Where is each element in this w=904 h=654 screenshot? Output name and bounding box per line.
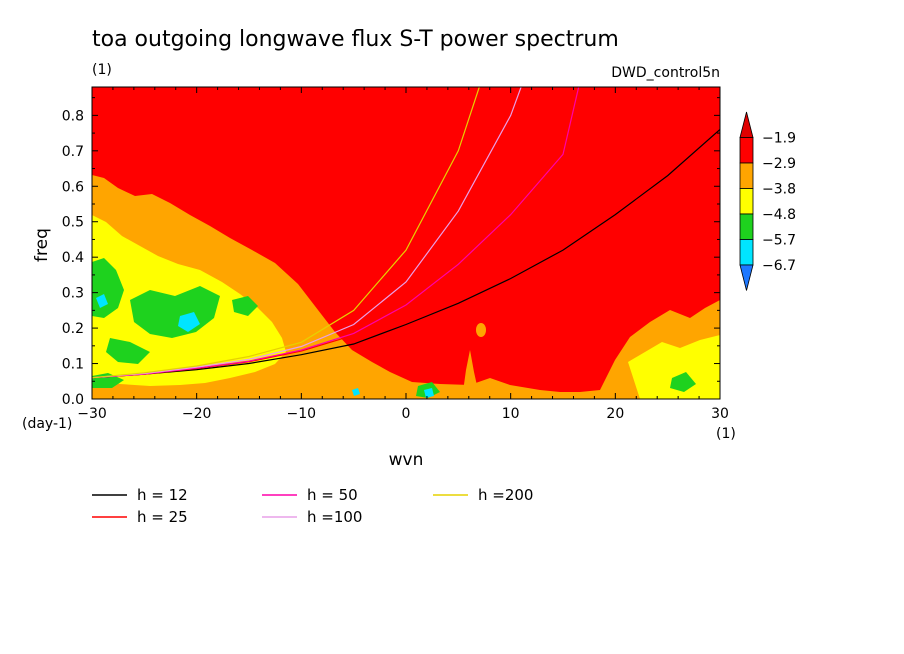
legend: h = 12 h = 25 h = 50 h =100 h =200 [92,486,533,526]
legend-label: h = 12 [137,486,188,504]
colorbar-swatch [739,188,754,215]
y-tick-label: 0.1 [62,357,84,373]
field-region-cyan-1 [178,312,200,332]
y-tick-label: 0.8 [62,108,84,124]
units-label: (1) [92,62,112,78]
legend-label: h =100 [307,508,362,526]
colorbar-swatch [739,213,754,240]
y-unit-label: (day-1) [22,416,72,432]
y-tick-label: 0.2 [62,321,84,337]
dataset-label: DWD_control5n [611,65,720,81]
colorbar-bottom-cap [739,264,754,291]
field-region-cyan-4 [352,388,360,396]
colorbar-label: −2.9 [762,156,796,172]
y-tick-label: 0.0 [62,392,84,408]
field-region-yellow-right [628,335,720,399]
y-tick-label: 0.7 [62,144,84,160]
colorbar-label: −1.9 [762,131,796,147]
colorbar: −1.9 −2.9 −3.8 −4.8 −5.7 −6.7 [739,111,796,291]
power-field [92,87,720,399]
colorbar-label: −4.8 [762,207,796,223]
y-axis-label: freq [32,228,52,262]
colorbar-label: −6.7 [762,258,796,274]
field-region-green-6 [670,372,696,392]
field-region-green-3 [106,338,150,364]
y-tick-label: 0.4 [62,250,84,266]
y-tick-label: 0.6 [62,179,84,195]
x-unit-label: (1) [716,426,736,442]
x-axis: −30 −20 −10 0 10 20 30 [77,87,729,422]
x-tick-label: 30 [711,406,729,422]
y-tick-label: 0.3 [62,286,84,302]
curve-h100 [92,87,522,379]
curve-h12 [92,129,720,379]
x-tick-label: −30 [77,406,107,422]
dispersion-curves [92,87,720,379]
curve-h50 [92,87,580,379]
field-region-cyan-3 [424,388,434,398]
y-axis: 0.0 0.1 0.2 0.3 0.4 0.5 0.6 0.7 0.8 [62,97,720,408]
curve-h200 [92,87,480,379]
legend-label: h = 50 [307,486,358,504]
y-tick-label: 0.5 [62,215,84,231]
legend-label: h = 25 [137,508,188,526]
field-region-green-5 [232,296,258,316]
colorbar-label: −5.7 [762,233,796,249]
x-tick-label: 10 [502,406,520,422]
x-tick-label: 20 [606,406,624,422]
x-tick-label: −10 [287,406,317,422]
x-tick-label: 0 [402,406,411,422]
chart-title: toa outgoing longwave flux S-T power spe… [92,27,619,52]
colorbar-label: −3.8 [762,182,796,198]
colorbar-top-cap [739,111,754,138]
colorbar-swatch [739,239,754,266]
field-region-orange-peak [462,350,480,399]
colorbar-swatch [739,137,754,164]
plot-area: −30 −20 −10 0 10 20 30 0.00.10.20.30.40.50.60.… [62,86,729,422]
legend-label: h =200 [478,486,533,504]
field-region-orange-spot [476,323,486,337]
x-tick-label: −20 [182,406,212,422]
field-region-cyan-2 [96,294,108,308]
x-axis-label: wvn [389,450,424,470]
colorbar-swatch [739,162,754,189]
